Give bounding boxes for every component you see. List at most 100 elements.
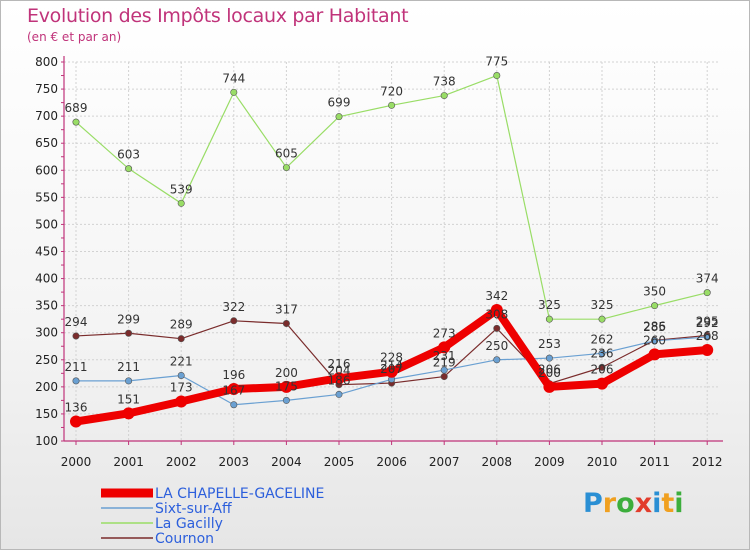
data-point — [335, 113, 343, 121]
data-label: 253 — [538, 337, 561, 351]
data-label: 211 — [117, 360, 140, 374]
data-point — [438, 341, 451, 354]
data-label: 738 — [433, 75, 456, 89]
data-label: 317 — [275, 303, 298, 317]
logo-letter: i — [674, 488, 684, 519]
data-label: 285 — [643, 320, 666, 334]
data-point — [440, 373, 448, 381]
y-tick-label: 650 — [35, 136, 58, 150]
data-point — [333, 372, 345, 385]
data-label: 221 — [170, 354, 193, 368]
legend-item: LA CHAPELLE-GACELINE — [101, 486, 324, 501]
data-label: 322 — [222, 300, 245, 314]
data-point — [282, 164, 290, 172]
y-tick-label: 150 — [35, 407, 58, 421]
data-label: 294 — [65, 315, 88, 329]
data-point — [440, 92, 448, 100]
data-label: 196 — [222, 368, 245, 382]
x-tick-label: 2004 — [271, 455, 302, 469]
data-point — [122, 407, 135, 420]
data-point — [230, 401, 238, 409]
data-point — [72, 377, 80, 385]
data-point — [177, 371, 185, 379]
data-label: 219 — [433, 356, 456, 370]
x-tick-label: 2012 — [692, 455, 723, 469]
data-point — [125, 165, 133, 173]
legend-swatch — [101, 522, 153, 524]
series-group — [70, 72, 714, 428]
data-label: 206 — [591, 363, 614, 377]
data-label: 260 — [643, 333, 666, 347]
y-tick-label: 700 — [35, 109, 58, 123]
data-label: 299 — [117, 312, 140, 326]
data-point — [543, 380, 556, 393]
logo-letter: r — [602, 488, 617, 519]
data-point — [388, 101, 396, 109]
y-tick-label: 300 — [35, 326, 58, 340]
data-point — [335, 390, 343, 398]
data-label: 136 — [65, 401, 88, 415]
legend-item: Sixt-sur-Aff — [101, 501, 324, 516]
legend-label: Sixt-sur-Aff — [155, 500, 232, 517]
data-point — [493, 356, 501, 364]
data-point — [177, 335, 185, 343]
data-point — [493, 324, 501, 332]
data-label: 325 — [538, 298, 561, 312]
legend-swatch — [101, 537, 153, 539]
chart-subtitle: (en € et par an) — [27, 30, 122, 44]
logo-letter: i — [652, 488, 662, 519]
data-label: 292 — [696, 316, 719, 330]
legend-item: La Gacilly — [101, 516, 324, 531]
legend-label: Cournon — [155, 530, 215, 547]
data-point — [72, 118, 80, 126]
logo-letter: P — [583, 488, 603, 519]
data-label: 200 — [538, 366, 561, 380]
data-label: 286 — [643, 319, 666, 333]
data-point — [545, 315, 553, 323]
data-point — [490, 303, 503, 316]
data-label: 250 — [485, 339, 508, 353]
data-point — [282, 396, 290, 404]
x-tick-label: 2008 — [482, 455, 513, 469]
data-point — [596, 377, 608, 390]
data-label: 539 — [170, 182, 193, 196]
chart-title: Evolution des Impôts locaux par Habitant — [27, 5, 409, 27]
data-label: 342 — [485, 289, 508, 303]
data-label: 268 — [696, 329, 719, 343]
data-point — [385, 365, 398, 378]
x-tick-label: 2001 — [113, 455, 144, 469]
data-point — [177, 199, 185, 207]
data-point — [701, 344, 714, 357]
data-point — [227, 383, 240, 396]
data-point — [648, 348, 661, 361]
data-point — [651, 337, 659, 345]
data-label: 689 — [65, 101, 88, 115]
data-point — [545, 354, 553, 362]
data-point — [440, 366, 448, 374]
data-label: 228 — [380, 351, 403, 365]
logo-letter: o — [616, 488, 635, 519]
data-label: 775 — [485, 55, 508, 69]
data-label: 720 — [380, 84, 403, 98]
data-label: 211 — [65, 360, 88, 374]
y-tick-label: 250 — [35, 353, 58, 367]
axes: 100 150 200 250 300 350 400 450 500 550 600 650 700 7… — [35, 55, 723, 469]
y-tick-label: 450 — [35, 245, 58, 259]
data-point — [282, 320, 290, 328]
data-point — [125, 329, 133, 337]
data-labels: 689 603 539 744 605 699 720 738 775 325 325 350 374 2… — [65, 55, 719, 415]
data-label: 262 — [591, 332, 614, 346]
y-tick-label: 600 — [35, 163, 58, 177]
data-point — [70, 415, 82, 428]
x-tick-label: 2005 — [324, 455, 355, 469]
data-point — [598, 315, 606, 323]
data-label: 289 — [170, 318, 193, 332]
x-tick-label: 2010 — [587, 455, 618, 469]
data-point — [598, 363, 606, 371]
x-tick-label: 2006 — [376, 455, 407, 469]
data-label: 231 — [433, 349, 456, 363]
legend-label: La Gacilly — [155, 515, 223, 532]
data-label: 214 — [380, 358, 403, 372]
y-tick-label: 500 — [35, 217, 58, 231]
